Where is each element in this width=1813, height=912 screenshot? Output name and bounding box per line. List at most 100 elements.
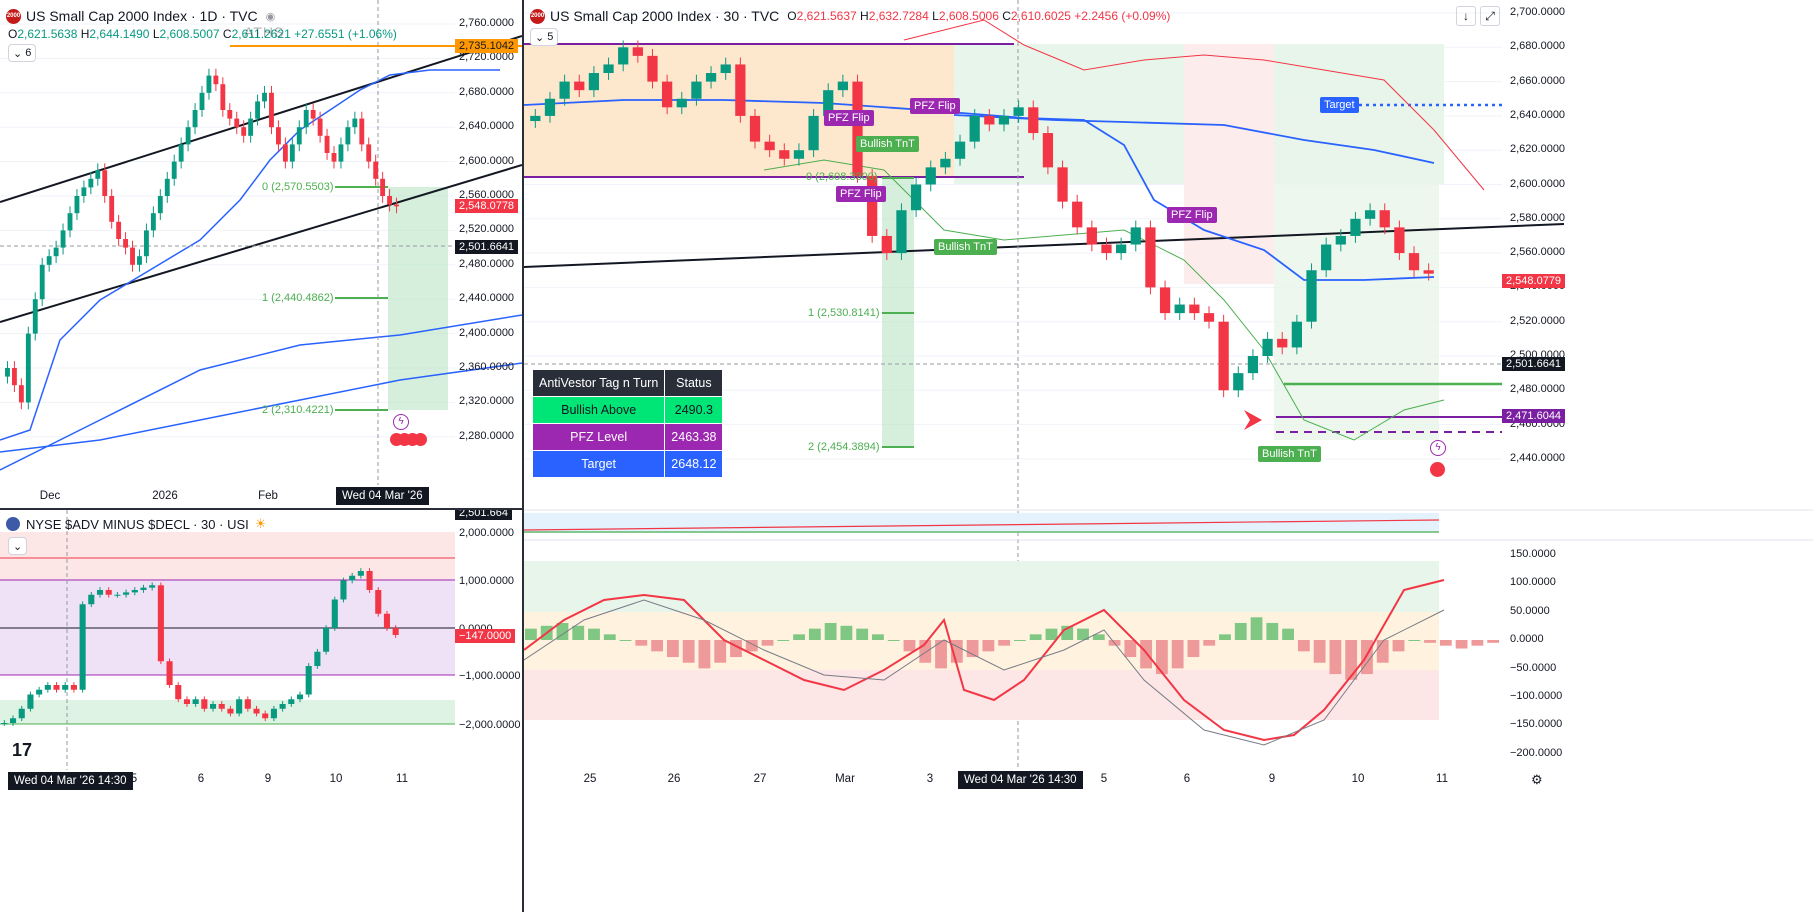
pane-divider-horizontal[interactable]	[0, 508, 522, 510]
maximize-icon[interactable]: ⤢	[1480, 6, 1500, 26]
daily-chart-title[interactable]: US Small Cap 2000 Index · 1D · TVC	[26, 8, 258, 24]
candle-body	[1218, 321, 1229, 391]
candle-body	[220, 84, 226, 110]
table-value: 2463.38	[664, 423, 724, 451]
breadth-chart-svg[interactable]	[0, 510, 522, 912]
breadth-body	[166, 661, 173, 685]
indicators-collapse-button[interactable]: ⌄ 6	[8, 44, 37, 62]
candle-body	[143, 230, 149, 257]
breadth-body	[53, 685, 60, 690]
intraday-chart-pane[interactable]: 2000 US Small Cap 2000 Index · 30 · TVC …	[524, 0, 1813, 912]
candle-body	[116, 221, 122, 239]
histogram-bar	[1045, 628, 1058, 640]
breadth-body	[210, 704, 217, 709]
candle-body	[74, 196, 80, 214]
intraday-chart-header: 2000 US Small Cap 2000 Index · 30 · TVC …	[530, 8, 1170, 24]
intraday-chart-svg[interactable]	[524, 0, 1813, 912]
ath-label: ATHS	[244, 24, 285, 40]
extreme-high-zone	[0, 532, 455, 580]
candle-body	[1086, 227, 1097, 245]
table-row: Target 2648.12	[531, 450, 724, 478]
settings-icon[interactable]: ⚙	[1531, 772, 1543, 787]
histogram-bar	[1439, 640, 1452, 646]
y-tick-label: 2,640.0000	[1510, 108, 1566, 121]
pane-divider-vertical[interactable]	[522, 0, 524, 912]
us-flag-icon	[6, 517, 20, 531]
candle-body	[213, 75, 219, 85]
histogram-bar	[1345, 640, 1358, 680]
flag-event-icon[interactable]	[1430, 462, 1445, 477]
candle-body	[234, 118, 240, 128]
candle-body	[1130, 227, 1141, 245]
histogram-bar	[1187, 640, 1200, 658]
lightning-icon[interactable]: ϟ	[1430, 440, 1446, 456]
daily-chart-svg[interactable]	[0, 0, 522, 508]
candle-body	[1116, 244, 1127, 254]
candle-body	[46, 256, 52, 265]
daily-chart-pane[interactable]: 2000 US Small Cap 2000 Index · 1D · TVC …	[0, 0, 522, 508]
histogram-bar	[982, 640, 995, 652]
y-tick-label: 2,400.0000	[459, 326, 515, 339]
eye-icon[interactable]: ◉	[265, 10, 276, 23]
candle-body	[1423, 270, 1434, 274]
candle-body	[380, 178, 386, 196]
candle-body	[352, 118, 358, 128]
histogram-bar	[525, 628, 537, 640]
breadth-body	[183, 699, 190, 704]
candle-body	[1028, 107, 1039, 134]
candle-body	[345, 127, 351, 145]
breadth-collapse-button[interactable]: ⌄	[8, 537, 28, 555]
y-tick-label: 2,480.0000	[1510, 383, 1566, 396]
y-tick-label: 2,640.0000	[459, 120, 515, 133]
candle-body	[60, 230, 66, 248]
histogram-bar	[1424, 640, 1436, 643]
intraday-indicators-button[interactable]: ⌄ 5	[530, 28, 559, 46]
x-tick-label: 3	[926, 773, 934, 785]
band-line-red	[524, 519, 1440, 531]
candle-body	[1174, 304, 1185, 314]
indicator-count: 6	[25, 47, 32, 59]
histogram-bar	[1376, 640, 1389, 663]
osc-tick-label: 150.0000	[1510, 548, 1556, 560]
histogram-bar	[1455, 640, 1468, 649]
candle-body	[241, 127, 247, 136]
y-tick-label: −1,000.0000	[459, 670, 521, 682]
y-tick-label: 2,620.0000	[1510, 143, 1566, 156]
flag-events-icon[interactable]	[390, 433, 427, 446]
breadth-body	[323, 628, 330, 652]
candle-body	[338, 144, 344, 162]
osc-top-zone	[524, 561, 1439, 612]
candle-body	[954, 141, 966, 159]
download-icon[interactable]: ↓	[1456, 6, 1476, 26]
histogram-bar	[761, 640, 774, 646]
candle-body	[1364, 210, 1376, 219]
chevron-down-icon: ⌄	[13, 540, 23, 553]
x-tick-label: Dec	[39, 490, 61, 502]
candle-body	[32, 299, 38, 334]
daily-high: 2,644.1490	[89, 27, 150, 41]
y-tick-label: 2,440.0000	[1510, 451, 1566, 464]
y-tick-label: 2,680.0000	[459, 85, 515, 98]
price-tag: 2,471.6044	[1502, 409, 1566, 423]
breadth-chart-title[interactable]: NYSE $ADV MINUS $DECL · 30 · USI	[26, 516, 249, 532]
histogram-bar	[1171, 640, 1184, 669]
candle-body	[1233, 373, 1244, 391]
breadth-chart-pane[interactable]: NYSE $ADV MINUS $DECL · 30 · USI ☀ ⌄ 2,0…	[0, 510, 522, 912]
candle-body	[705, 73, 717, 82]
candle-body	[171, 161, 177, 179]
candle-body	[574, 81, 585, 91]
intraday-x-cursor-label: Wed 04 Mar '26 14:30	[958, 771, 1083, 789]
histogram-bar	[1155, 640, 1168, 675]
candle-body	[779, 150, 790, 159]
candle-body	[282, 144, 288, 162]
lightning-icon[interactable]: ϟ	[393, 414, 409, 430]
y-tick-label: −2,000.0000	[459, 719, 521, 731]
intraday-chart-title[interactable]: US Small Cap 2000 Index · 30 · TVC	[550, 8, 780, 24]
histogram-bar	[1029, 634, 1042, 640]
candle-body	[324, 135, 330, 153]
y-tick-label: 2,600.0000	[459, 154, 515, 167]
breadth-body	[79, 604, 86, 690]
histogram-bar	[840, 625, 853, 640]
histogram-bar	[603, 634, 616, 640]
trend-line	[524, 223, 1565, 268]
